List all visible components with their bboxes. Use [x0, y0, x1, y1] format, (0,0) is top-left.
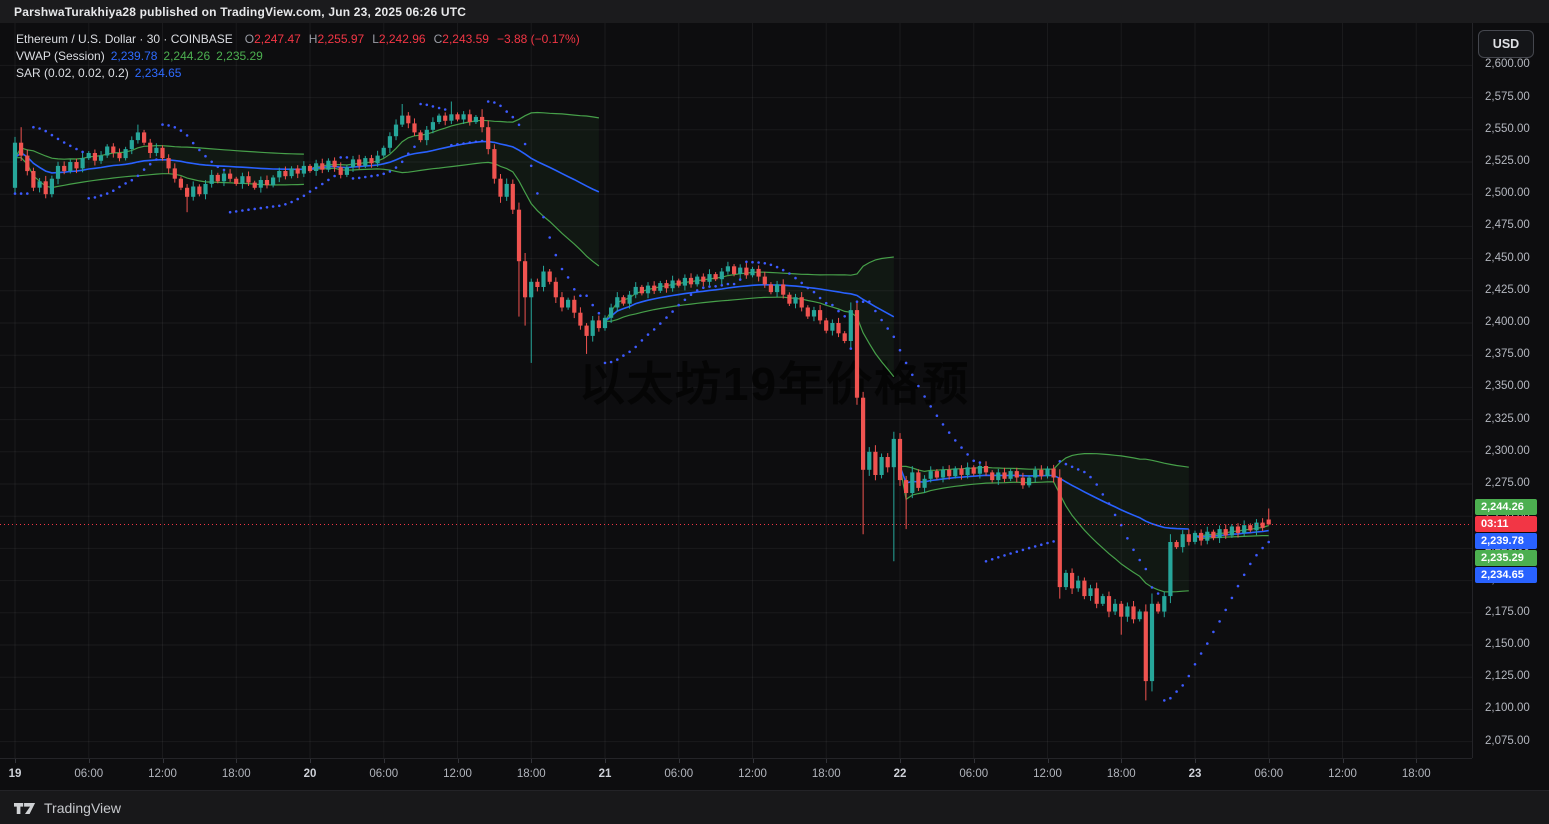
- price-tick-label: 2,475.00: [1485, 219, 1530, 232]
- price-tick-label: 2,175.00: [1485, 605, 1530, 618]
- time-tick-mark: [1342, 759, 1344, 763]
- time-tick-mark: [383, 759, 385, 763]
- low-label: L: [372, 32, 379, 46]
- time-tick-label: 18:00: [221, 768, 251, 780]
- vwap-label: VWAP (Session): [16, 49, 105, 63]
- time-tick-mark: [310, 759, 311, 763]
- time-tick-mark: [15, 759, 16, 763]
- time-tick-mark: [1121, 759, 1123, 763]
- time-tick-mark: [1047, 759, 1049, 763]
- price-tick-label: 2,275.00: [1485, 477, 1530, 489]
- time-tick-label: 20: [303, 768, 317, 780]
- time-tick-label: 22: [893, 768, 907, 780]
- published-line: ParshwaTurakhiya28 published on TradingV…: [14, 4, 467, 19]
- time-tick-label: 12:00: [1033, 768, 1062, 780]
- low-value: 2,242.96: [378, 32, 426, 46]
- time-tick-label: 12:00: [1328, 768, 1357, 780]
- time-tick-label: 19: [8, 768, 22, 780]
- time-tick-label: 23: [1188, 768, 1202, 780]
- vwap-indicator-row[interactable]: VWAP (Session) 2,239.78 2,244.26 2,235.2…: [16, 48, 580, 65]
- price-tick-label: 2,550.00: [1485, 122, 1530, 135]
- time-tick-mark: [236, 759, 238, 763]
- time-tick-label: 18:00: [516, 768, 546, 780]
- price-tick-label: 2,375.00: [1485, 348, 1530, 361]
- time-tick-mark: [88, 759, 90, 763]
- price-tick-label: 2,075.00: [1485, 734, 1530, 747]
- time-tick-label: 06:00: [369, 768, 399, 780]
- price-tick-label: 2,325.00: [1485, 412, 1530, 425]
- ohlc-values: O2,247.47 H2,255.97 L2,242.96 C2,243.59 …: [245, 31, 580, 48]
- change-value: −3.88 (−0.17%): [496, 32, 580, 46]
- time-tick-mark: [531, 759, 533, 763]
- price-tick-label: 2,150.00: [1485, 638, 1530, 650]
- tradingview-logo[interactable]: TradingView: [14, 800, 121, 816]
- vwap-lower-value: 2,235.29: [216, 49, 263, 63]
- high-label: H: [308, 32, 318, 46]
- price-axis[interactable]: 2,600.00 2,575.00 2,550.00 2,525.00 2,500.00…: [1472, 23, 1549, 758]
- time-tick-label: 18:00: [1106, 768, 1136, 780]
- time-tick-label: 12:00: [148, 768, 177, 780]
- tradingview-logo-icon: [14, 802, 36, 814]
- price-tick-label: 2,525.00: [1485, 155, 1530, 167]
- time-tick-mark: [605, 759, 606, 763]
- time-tick-label: 06:00: [664, 768, 694, 780]
- footer-bar: TradingView: [0, 790, 1549, 824]
- currency-button[interactable]: USD: [1478, 30, 1534, 58]
- price-tick-label: 2,125.00: [1485, 670, 1530, 683]
- vwap-upper-band-badge: 2,244.26: [1475, 499, 1537, 516]
- time-tick-label: 18:00: [811, 768, 841, 780]
- time-tick-label: 18:00: [1401, 768, 1431, 780]
- price-tick-label: 2,100.00: [1485, 702, 1530, 715]
- time-tick-mark: [973, 759, 975, 763]
- time-tick-mark: [162, 759, 164, 763]
- price-tick-label: 2,600.00: [1485, 58, 1530, 71]
- sar-value: 2,234.65: [134, 66, 182, 80]
- price-tick-label: 2,350.00: [1485, 380, 1530, 393]
- chart-canvas[interactable]: [0, 0, 1472, 824]
- time-tick-label: 21: [598, 768, 612, 780]
- sar-label: SAR (0.02, 0.02, 0.2): [16, 66, 129, 80]
- price-tick-label: 2,400.00: [1485, 316, 1530, 328]
- time-tick-mark: [678, 759, 680, 763]
- price-tick-label: 2,300.00: [1485, 444, 1530, 457]
- sar-indicator-row[interactable]: SAR (0.02, 0.02, 0.2) 2,234.65: [16, 65, 580, 82]
- chart-grid: [0, 23, 1472, 758]
- sar-badge: 2,234.65: [1475, 567, 1537, 584]
- vwap-upper-value: 2,244.26: [163, 49, 211, 63]
- time-tick-label: 06:00: [1254, 768, 1284, 780]
- open-label: O: [244, 32, 255, 46]
- time-tick-label: 06:00: [74, 768, 104, 780]
- time-tick-mark: [1195, 759, 1196, 763]
- symbol-row[interactable]: Ethereum / U.S. Dollar · 30 · COINBASE O…: [16, 31, 580, 48]
- time-tick-mark: [1268, 759, 1270, 763]
- time-tick-label: 12:00: [738, 768, 767, 780]
- price-tick-label: 2,450.00: [1485, 251, 1530, 264]
- time-tick-mark: [900, 759, 901, 763]
- time-axis[interactable]: 19 06:00 12:00 18:00 20 06:00 12:00 18:00 21 06:0…: [0, 758, 1472, 791]
- countdown-badge: 03:11: [1475, 516, 1537, 533]
- legend: Ethereum / U.S. Dollar · 30 · COINBASE O…: [16, 31, 580, 82]
- time-tick-label: 12:00: [443, 768, 472, 780]
- vwap-value: 2,239.78: [110, 49, 158, 63]
- time-tick-label: 06:00: [959, 768, 989, 780]
- price-tick-label: 2,500.00: [1485, 187, 1530, 200]
- time-tick-mark: [826, 759, 828, 763]
- vwap-badge: 2,239.78: [1475, 533, 1537, 550]
- close-label: C: [433, 32, 443, 46]
- open-value: 2,247.47: [254, 32, 301, 46]
- time-tick-mark: [457, 759, 459, 763]
- time-tick-mark: [1416, 759, 1418, 763]
- symbol-title[interactable]: Ethereum / U.S. Dollar · 30 · COINBASE: [16, 32, 233, 46]
- published-bar: ParshwaTurakhiya28 published on TradingV…: [0, 0, 1549, 23]
- tradingview-wordmark: TradingView: [44, 800, 122, 816]
- close-value: 2,243.59: [442, 32, 489, 46]
- high-value: 2,255.97: [317, 32, 365, 46]
- vwap-lower-band-badge: 2,235.29: [1475, 550, 1537, 567]
- time-tick-mark: [752, 759, 754, 763]
- price-tick-label: 2,425.00: [1485, 283, 1530, 296]
- price-tick-label: 2,575.00: [1485, 90, 1530, 103]
